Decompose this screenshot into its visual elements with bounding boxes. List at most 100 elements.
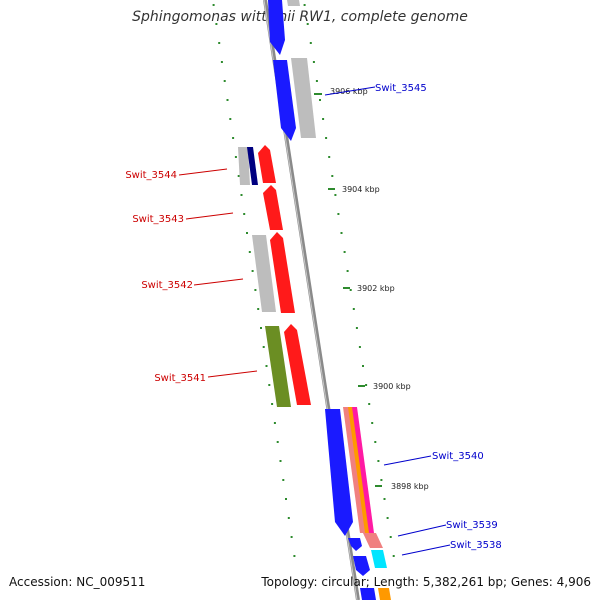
outer-tick-dot xyxy=(383,498,386,500)
gene-label-swit-3543[interactable]: Swit_3543 xyxy=(132,214,184,225)
outer-tick-dot xyxy=(386,517,389,519)
inner-tick-dot xyxy=(268,384,271,386)
gene-label-swit-3539[interactable]: Swit_3539 xyxy=(446,520,498,531)
feature-grey-3544[interactable] xyxy=(238,147,250,185)
feature-cyan-3538[interactable] xyxy=(371,550,387,568)
inner-tick-dot xyxy=(234,156,237,158)
inner-tick-dot xyxy=(215,23,218,25)
gene-label-swit-3545[interactable]: Swit_3545 xyxy=(375,83,427,94)
tick-label-3898: 3898 kbp xyxy=(391,482,429,491)
inner-tick-dot xyxy=(287,517,290,519)
outer-tick-dot xyxy=(352,308,355,310)
outer-tick-dot xyxy=(374,441,377,443)
outer-tick-dot xyxy=(371,422,374,424)
gene-swit-3541-reverse-feature[interactable] xyxy=(284,324,311,405)
outer-tick-dot xyxy=(358,346,361,348)
gene-swit-3543-feature[interactable] xyxy=(263,185,283,230)
inner-tick-dot xyxy=(262,346,265,348)
outer-tick-dots xyxy=(303,4,395,557)
leader-line-swit-3543 xyxy=(185,212,234,220)
feature-grey-3542[interactable] xyxy=(252,235,276,312)
inner-tick-dot xyxy=(293,555,296,557)
inner-tick-dot xyxy=(290,536,293,538)
inner-tick-dot xyxy=(276,441,279,443)
outer-tick-dot xyxy=(362,365,364,367)
gene-swit-3539-feature[interactable] xyxy=(348,538,362,551)
feature-grey-top[interactable] xyxy=(287,0,300,6)
outer-tick-dot xyxy=(368,403,371,405)
outer-tick-dot xyxy=(334,194,337,196)
feature-salmon-3539[interactable] xyxy=(363,533,383,548)
inner-tick-dot xyxy=(223,80,226,82)
feature-orange-bottom[interactable] xyxy=(378,588,391,600)
gene-label-swit-3544[interactable]: Swit_3544 xyxy=(125,170,177,181)
feature-navy-3544[interactable] xyxy=(247,147,258,185)
inner-tick-dot xyxy=(226,99,229,101)
feature-grey-3545[interactable] xyxy=(291,58,316,138)
inner-tick-dot xyxy=(265,365,268,367)
outer-tick-dot xyxy=(315,80,318,82)
outer-tick-dot xyxy=(325,137,328,139)
inner-tick-dot xyxy=(232,137,235,139)
gene-label-swit-3540[interactable]: Swit_3540 xyxy=(432,451,484,462)
inner-tick-dot xyxy=(220,61,223,63)
outer-tick-dot xyxy=(349,289,352,291)
outer-tick-dot xyxy=(346,270,349,272)
inner-tick-dot xyxy=(282,479,285,481)
inner-tick-dot xyxy=(279,460,282,462)
leader-line-swit-3540 xyxy=(383,455,432,466)
outer-tick-dot xyxy=(303,4,306,6)
map-title: Sphingomonas wittichii RW1, complete gen… xyxy=(132,9,468,25)
outer-tick-dot xyxy=(365,384,368,386)
outer-tick-dot xyxy=(319,99,321,101)
gene-swit-3541-feature[interactable] xyxy=(265,326,291,407)
feature-blue-bottom[interactable] xyxy=(360,588,376,600)
inner-tick-dot xyxy=(237,175,240,177)
leader-line-swit-3542 xyxy=(193,278,244,286)
leader-line-swit-3544 xyxy=(178,168,228,176)
gene-swit-3542-feature[interactable] xyxy=(270,232,295,313)
outer-tick-dot xyxy=(380,479,383,481)
outer-tick-dot xyxy=(306,23,309,25)
leader-line-swit-3541 xyxy=(207,370,258,378)
outer-tick-dot xyxy=(355,327,358,329)
leader-line-swit-3538 xyxy=(401,544,451,556)
outer-tick-dot xyxy=(337,213,340,215)
inner-tick-dot xyxy=(273,422,276,424)
inner-tick-dots xyxy=(212,4,296,557)
gene-swit-3540-feature[interactable] xyxy=(325,409,353,536)
gene-label-swit-3542[interactable]: Swit_3542 xyxy=(141,280,193,291)
outer-tick-dot xyxy=(377,460,380,462)
inner-tick-dot xyxy=(248,251,251,253)
feature-magenta-3540[interactable] xyxy=(352,407,374,533)
inner-tick-dot xyxy=(240,194,243,196)
gene-swit-3545-feature[interactable] xyxy=(273,60,296,141)
feature-blue-top-arrow[interactable] xyxy=(268,0,285,55)
inner-tick-dot xyxy=(212,4,215,6)
inner-tick-dot xyxy=(257,308,260,310)
tick-label-3904: 3904 kbp xyxy=(342,185,380,194)
inner-tick-dot xyxy=(229,118,232,120)
gene-swit-3544-feature[interactable] xyxy=(258,145,276,183)
leader-line-swit-3545 xyxy=(324,86,376,96)
inner-tick-dot xyxy=(285,498,287,500)
inner-tick-dot xyxy=(254,289,257,291)
gene-swit-3538-feature[interactable] xyxy=(353,556,370,576)
inner-tick-dot xyxy=(243,213,246,215)
outer-tick-dot xyxy=(322,118,325,120)
outer-tick-dot xyxy=(331,175,334,177)
outer-tick-dot xyxy=(309,42,312,44)
outer-tick-dot xyxy=(392,555,395,557)
inner-tick-dot xyxy=(260,327,262,329)
outer-tick-dot xyxy=(312,61,315,63)
outer-tick-dot xyxy=(328,156,331,158)
inner-tick-dot xyxy=(271,403,274,405)
gene-label-swit-3538[interactable]: Swit_3538 xyxy=(450,540,502,551)
outer-tick-dot xyxy=(343,251,346,253)
inner-tick-dot xyxy=(218,42,221,44)
leader-line-swit-3539 xyxy=(397,524,447,537)
outer-tick-dot xyxy=(340,232,343,234)
gene-label-swit-3541[interactable]: Swit_3541 xyxy=(154,373,206,384)
tick-label-3902: 3902 kbp xyxy=(357,284,395,293)
